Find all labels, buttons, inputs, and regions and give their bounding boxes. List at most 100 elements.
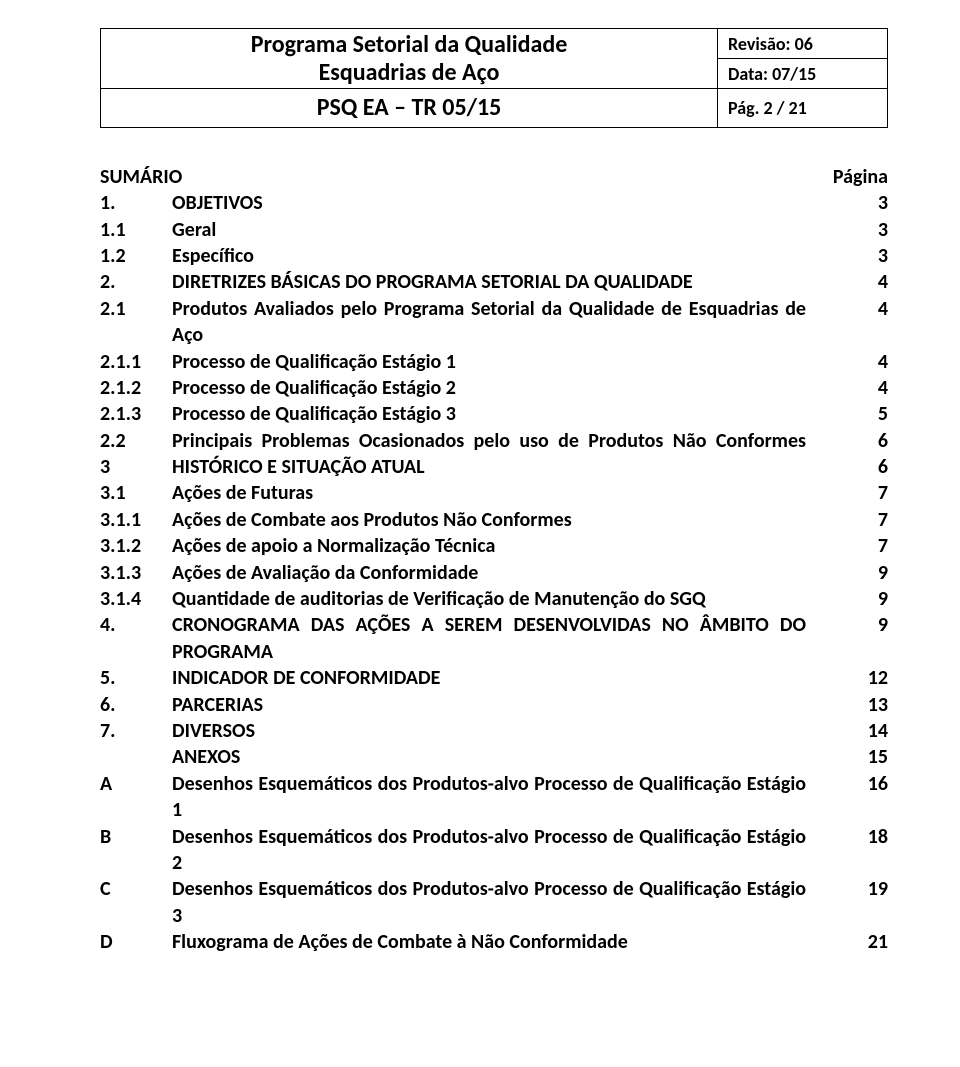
toc-row: ANEXOS15	[100, 744, 888, 770]
toc-number: 3.1.2	[100, 533, 172, 559]
toc-number: 2.1	[100, 296, 172, 322]
toc-page-number: 4	[818, 349, 888, 375]
document-page: Programa Setorial da Qualidade Esquadria…	[0, 0, 960, 996]
toc-title: DIRETRIZES BÁSICAS DO PROGRAMA SETORIAL …	[172, 269, 818, 295]
toc-row: 1.1Geral3	[100, 217, 888, 243]
toc-title: Geral	[172, 217, 818, 243]
toc-row: 4.CRONOGRAMA DAS AÇÕES A SEREM DESENVOLV…	[100, 612, 888, 665]
toc-page-number: 5	[818, 401, 888, 427]
toc-title: HISTÓRICO E SITUAÇÃO ATUAL	[172, 454, 818, 480]
revisao-label: Revisão:	[728, 33, 791, 55]
toc-page-number: 15	[818, 744, 888, 770]
toc-row: 3.1.4Quantidade de auditorias de Verific…	[100, 586, 888, 612]
toc-header-left: SUMÁRIO	[100, 164, 172, 190]
toc-title: Processo de Qualificação Estágio 2	[172, 375, 818, 401]
toc-header-right: Página	[818, 164, 888, 190]
toc-title: DIVERSOS	[172, 718, 818, 744]
header-title-line1: Programa Setorial da Qualidade	[111, 31, 707, 59]
data-value: 07/15	[772, 63, 816, 85]
toc-row: 5.INDICADOR DE CONFORMIDADE12	[100, 665, 888, 691]
toc-title: Fluxograma de Ações de Combate à Não Con…	[172, 929, 818, 955]
toc-page-number: 6	[818, 454, 888, 480]
toc-title: PARCERIAS	[172, 692, 818, 718]
toc-title: Ações de Avaliação da Conformidade	[172, 560, 818, 586]
toc-row: 3.1.1Ações de Combate aos Produtos Não C…	[100, 507, 888, 533]
toc-page-number: 21	[818, 929, 888, 955]
toc-title: Desenhos Esquemáticos dos Produtos-alvo …	[172, 824, 818, 877]
header-title-line2: Esquadrias de Aço	[111, 59, 707, 87]
toc-title: Produtos Avaliados pelo Programa Setoria…	[172, 296, 818, 349]
toc-row: 1.OBJETIVOS3	[100, 190, 888, 216]
pag-label: Pág.	[728, 97, 759, 119]
toc-row: 3.1.2Ações de apoio a Normalização Técni…	[100, 533, 888, 559]
toc-number: 2.1.1	[100, 349, 172, 375]
toc-page-number: 4	[818, 296, 888, 322]
header-page-cell: Pág. 2 / 21	[718, 89, 888, 128]
toc-title: Quantidade de auditorias de Verificação …	[172, 586, 818, 612]
toc-number: 4.	[100, 612, 172, 638]
toc-row: 2.DIRETRIZES BÁSICAS DO PROGRAMA SETORIA…	[100, 269, 888, 295]
toc-number: D	[100, 929, 172, 955]
toc-row: 2.1.1Processo de Qualificação Estágio 14	[100, 349, 888, 375]
toc-title: ANEXOS	[172, 744, 818, 770]
toc-page-number: 3	[818, 217, 888, 243]
toc-row: BDesenhos Esquemáticos dos Produtos-alvo…	[100, 824, 888, 877]
toc-row: 7.DIVERSOS14	[100, 718, 888, 744]
toc-row: CDesenhos Esquemáticos dos Produtos-alvo…	[100, 876, 888, 929]
header-doc-code-cell: PSQ EA – TR 05/15	[101, 89, 718, 128]
toc-title: OBJETIVOS	[172, 190, 818, 216]
toc-row: ADesenhos Esquemáticos dos Produtos-alvo…	[100, 771, 888, 824]
toc-number: 2.	[100, 269, 172, 295]
toc-page-number: 9	[818, 586, 888, 612]
toc-page-number: 3	[818, 190, 888, 216]
toc-page-number: 7	[818, 480, 888, 506]
toc-number: 2.2	[100, 428, 172, 454]
toc-number: B	[100, 824, 172, 850]
toc-page-number: 9	[818, 560, 888, 586]
toc-number: 3.1	[100, 480, 172, 506]
toc-number: 1.2	[100, 243, 172, 269]
toc-header-row: SUMÁRIO Página	[100, 164, 888, 190]
toc-row: 2.1.2Processo de Qualificação Estágio 24	[100, 375, 888, 401]
toc-title: Desenhos Esquemáticos dos Produtos-alvo …	[172, 771, 818, 824]
header-revisao-cell: Revisão: 06	[718, 29, 888, 59]
toc-row: 2.1Produtos Avaliados pelo Programa Seto…	[100, 296, 888, 349]
toc-page-number: 6	[818, 428, 888, 454]
toc-number: 7.	[100, 718, 172, 744]
toc-number: 5.	[100, 665, 172, 691]
toc-title: Desenhos Esquemáticos dos Produtos-alvo …	[172, 876, 818, 929]
document-header-table: Programa Setorial da Qualidade Esquadria…	[100, 28, 888, 128]
toc-page-number: 3	[818, 243, 888, 269]
toc-title: Ações de Futuras	[172, 480, 818, 506]
toc-row: 3HISTÓRICO E SITUAÇÃO ATUAL6	[100, 454, 888, 480]
toc-row: 2.1.3Processo de Qualificação Estágio 35	[100, 401, 888, 427]
toc-title: Principais Problemas Ocasionados pelo us…	[172, 428, 818, 454]
toc-page-number: 9	[818, 612, 888, 638]
toc-number: 3.1.3	[100, 560, 172, 586]
toc-number: 2.1.3	[100, 401, 172, 427]
toc-page-number: 12	[818, 665, 888, 691]
toc-number: 1.	[100, 190, 172, 216]
toc-row: 1.2Específico3	[100, 243, 888, 269]
toc-body: 1.OBJETIVOS31.1Geral31.2Específico32.DIR…	[100, 190, 888, 955]
toc-row: 3.1Ações de Futuras7	[100, 480, 888, 506]
toc-number: 3	[100, 454, 172, 480]
toc-title: INDICADOR DE CONFORMIDADE	[172, 665, 818, 691]
toc-row: 2.2Principais Problemas Ocasionados pelo…	[100, 428, 888, 454]
toc-title: Ações de apoio a Normalização Técnica	[172, 533, 818, 559]
toc-page-number: 4	[818, 375, 888, 401]
toc-number: 1.1	[100, 217, 172, 243]
toc-title: Específico	[172, 243, 818, 269]
toc-row: 6.PARCERIAS13	[100, 692, 888, 718]
toc-number: 3.1.1	[100, 507, 172, 533]
toc-row: DFluxograma de Ações de Combate à Não Co…	[100, 929, 888, 955]
doc-code: PSQ EA – TR 05/15	[317, 93, 502, 122]
toc-page-number: 4	[818, 269, 888, 295]
toc-page-number: 13	[818, 692, 888, 718]
toc-page-number: 18	[818, 824, 888, 850]
toc-number: C	[100, 876, 172, 902]
toc-title: Ações de Combate aos Produtos Não Confor…	[172, 507, 818, 533]
data-label: Data:	[728, 63, 768, 85]
header-title-cell: Programa Setorial da Qualidade Esquadria…	[101, 29, 718, 89]
toc-row: 3.1.3Ações de Avaliação da Conformidade9	[100, 560, 888, 586]
